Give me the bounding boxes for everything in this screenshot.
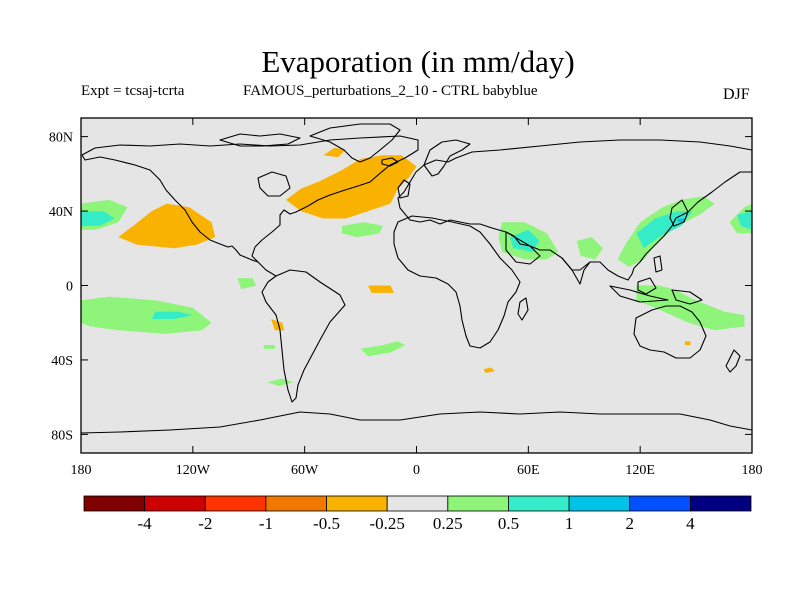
x-tick-label: 0 — [413, 463, 420, 478]
coastline-arabia — [505, 231, 541, 265]
x-tick-label: 180 — [742, 463, 763, 478]
colorbar-swatch-10 — [689, 495, 752, 512]
coastline-british-isles — [397, 179, 411, 199]
colorbar-label: 2 — [625, 514, 634, 533]
colorbar-swatch-8 — [568, 495, 631, 512]
colorbar-swatch-7 — [508, 495, 570, 512]
anomaly-region-6 — [368, 285, 395, 293]
anomaly-region-15 — [576, 237, 603, 260]
x-tick-label: 60E — [517, 463, 540, 478]
anomaly-contours — [81, 147, 752, 386]
colorbar-swatch-2 — [204, 495, 267, 512]
anomaly-region-4 — [118, 203, 216, 249]
anomaly-region-22 — [151, 311, 193, 319]
anomaly-region-19 — [263, 345, 275, 349]
colorbar-swatch-3 — [265, 495, 327, 512]
anomaly-region-12 — [341, 222, 383, 238]
anomaly-region-2 — [286, 155, 417, 219]
x-tick-label: 120E — [625, 463, 655, 478]
colorbar-label: 1 — [565, 514, 574, 533]
coastline-philippines — [653, 255, 663, 273]
axis-ticks — [80, 118, 753, 453]
coastline-africa — [393, 215, 521, 349]
season-label: DJF — [723, 86, 750, 103]
coastline-iceland — [381, 157, 399, 167]
colorbar-label: 0.25 — [433, 514, 463, 533]
coastline-japan — [669, 199, 689, 227]
anomaly-region-17 — [636, 285, 745, 331]
coastline-india — [561, 257, 591, 285]
x-tick-label: 180 — [71, 463, 92, 478]
coastlines — [81, 123, 752, 434]
y-tick-label: 40S — [51, 354, 73, 369]
colorbar-swatch-5 — [386, 495, 449, 512]
colorbar-label: -4 — [138, 514, 153, 533]
coastline-indonesia — [609, 285, 669, 303]
y-tick-label: 0 — [66, 280, 73, 295]
coastline-antarctica — [81, 411, 752, 434]
colorbar-swatch-6 — [447, 495, 509, 512]
colorbar-label: 0.5 — [498, 514, 519, 533]
anomaly-region-20 — [267, 378, 294, 386]
colorbar-swatch-0 — [83, 495, 146, 512]
colorbar-swatch-1 — [144, 495, 206, 512]
anomaly-region-10 — [81, 296, 212, 334]
map-title: Evaporation (in mm/day) — [261, 44, 575, 79]
anomaly-region-3 — [323, 147, 346, 158]
anomaly-region-26 — [677, 218, 685, 223]
anomaly-region-8 — [684, 341, 691, 346]
colorbar-label: 4 — [686, 514, 695, 533]
y-tick-label: 40N — [49, 205, 73, 220]
axis-tick-labels: 180 120W 60W 0 60E 120E 180 80N 40N 0 40S 80S — [49, 131, 763, 478]
coastline-south-america — [261, 269, 346, 403]
experiment-description: FAMOUS_perturbations_2_10 - CTRL babyblu… — [243, 83, 538, 99]
anomaly-region-5 — [271, 319, 285, 331]
colorbar-label: -0.25 — [369, 514, 404, 533]
colorbar-swatch-4 — [326, 495, 388, 512]
coastline-hudson-bay — [257, 171, 291, 197]
x-tick-label: 60W — [291, 463, 319, 478]
anomaly-region-7 — [483, 367, 495, 373]
expt-label: Expt = tcsaj-tcrta — [81, 83, 185, 99]
coastline-arctic-islands — [219, 133, 301, 147]
y-tick-label: 80S — [51, 428, 73, 443]
colorbar: -4 -2 -1 -0.5 -0.25 0.25 0.5 1 2 4 — [83, 495, 752, 533]
x-tick-label: 120W — [176, 463, 211, 478]
coastline-madagascar — [517, 297, 529, 321]
coastline-scandinavia — [423, 139, 471, 177]
colorbar-label: -0.5 — [313, 514, 340, 533]
coastline-new-zealand — [725, 349, 741, 373]
anomaly-region-11 — [237, 278, 257, 290]
colorbar-label: -2 — [198, 514, 212, 533]
coastline-new-guinea — [671, 289, 703, 305]
colorbar-swatch-9 — [629, 495, 691, 512]
anomaly-region-21 — [81, 211, 115, 226]
coastline-north-america — [81, 135, 419, 263]
anomaly-region-25 — [737, 211, 752, 230]
coastline-australia — [633, 305, 707, 359]
coastline-eurasia — [397, 139, 752, 281]
coastline-central-america — [257, 261, 277, 277]
coastline-greenland — [309, 123, 401, 163]
colorbar-label: -1 — [259, 514, 273, 533]
coastline-borneo — [637, 277, 657, 295]
anomaly-region-13 — [360, 341, 406, 357]
y-tick-label: 80N — [49, 131, 73, 146]
